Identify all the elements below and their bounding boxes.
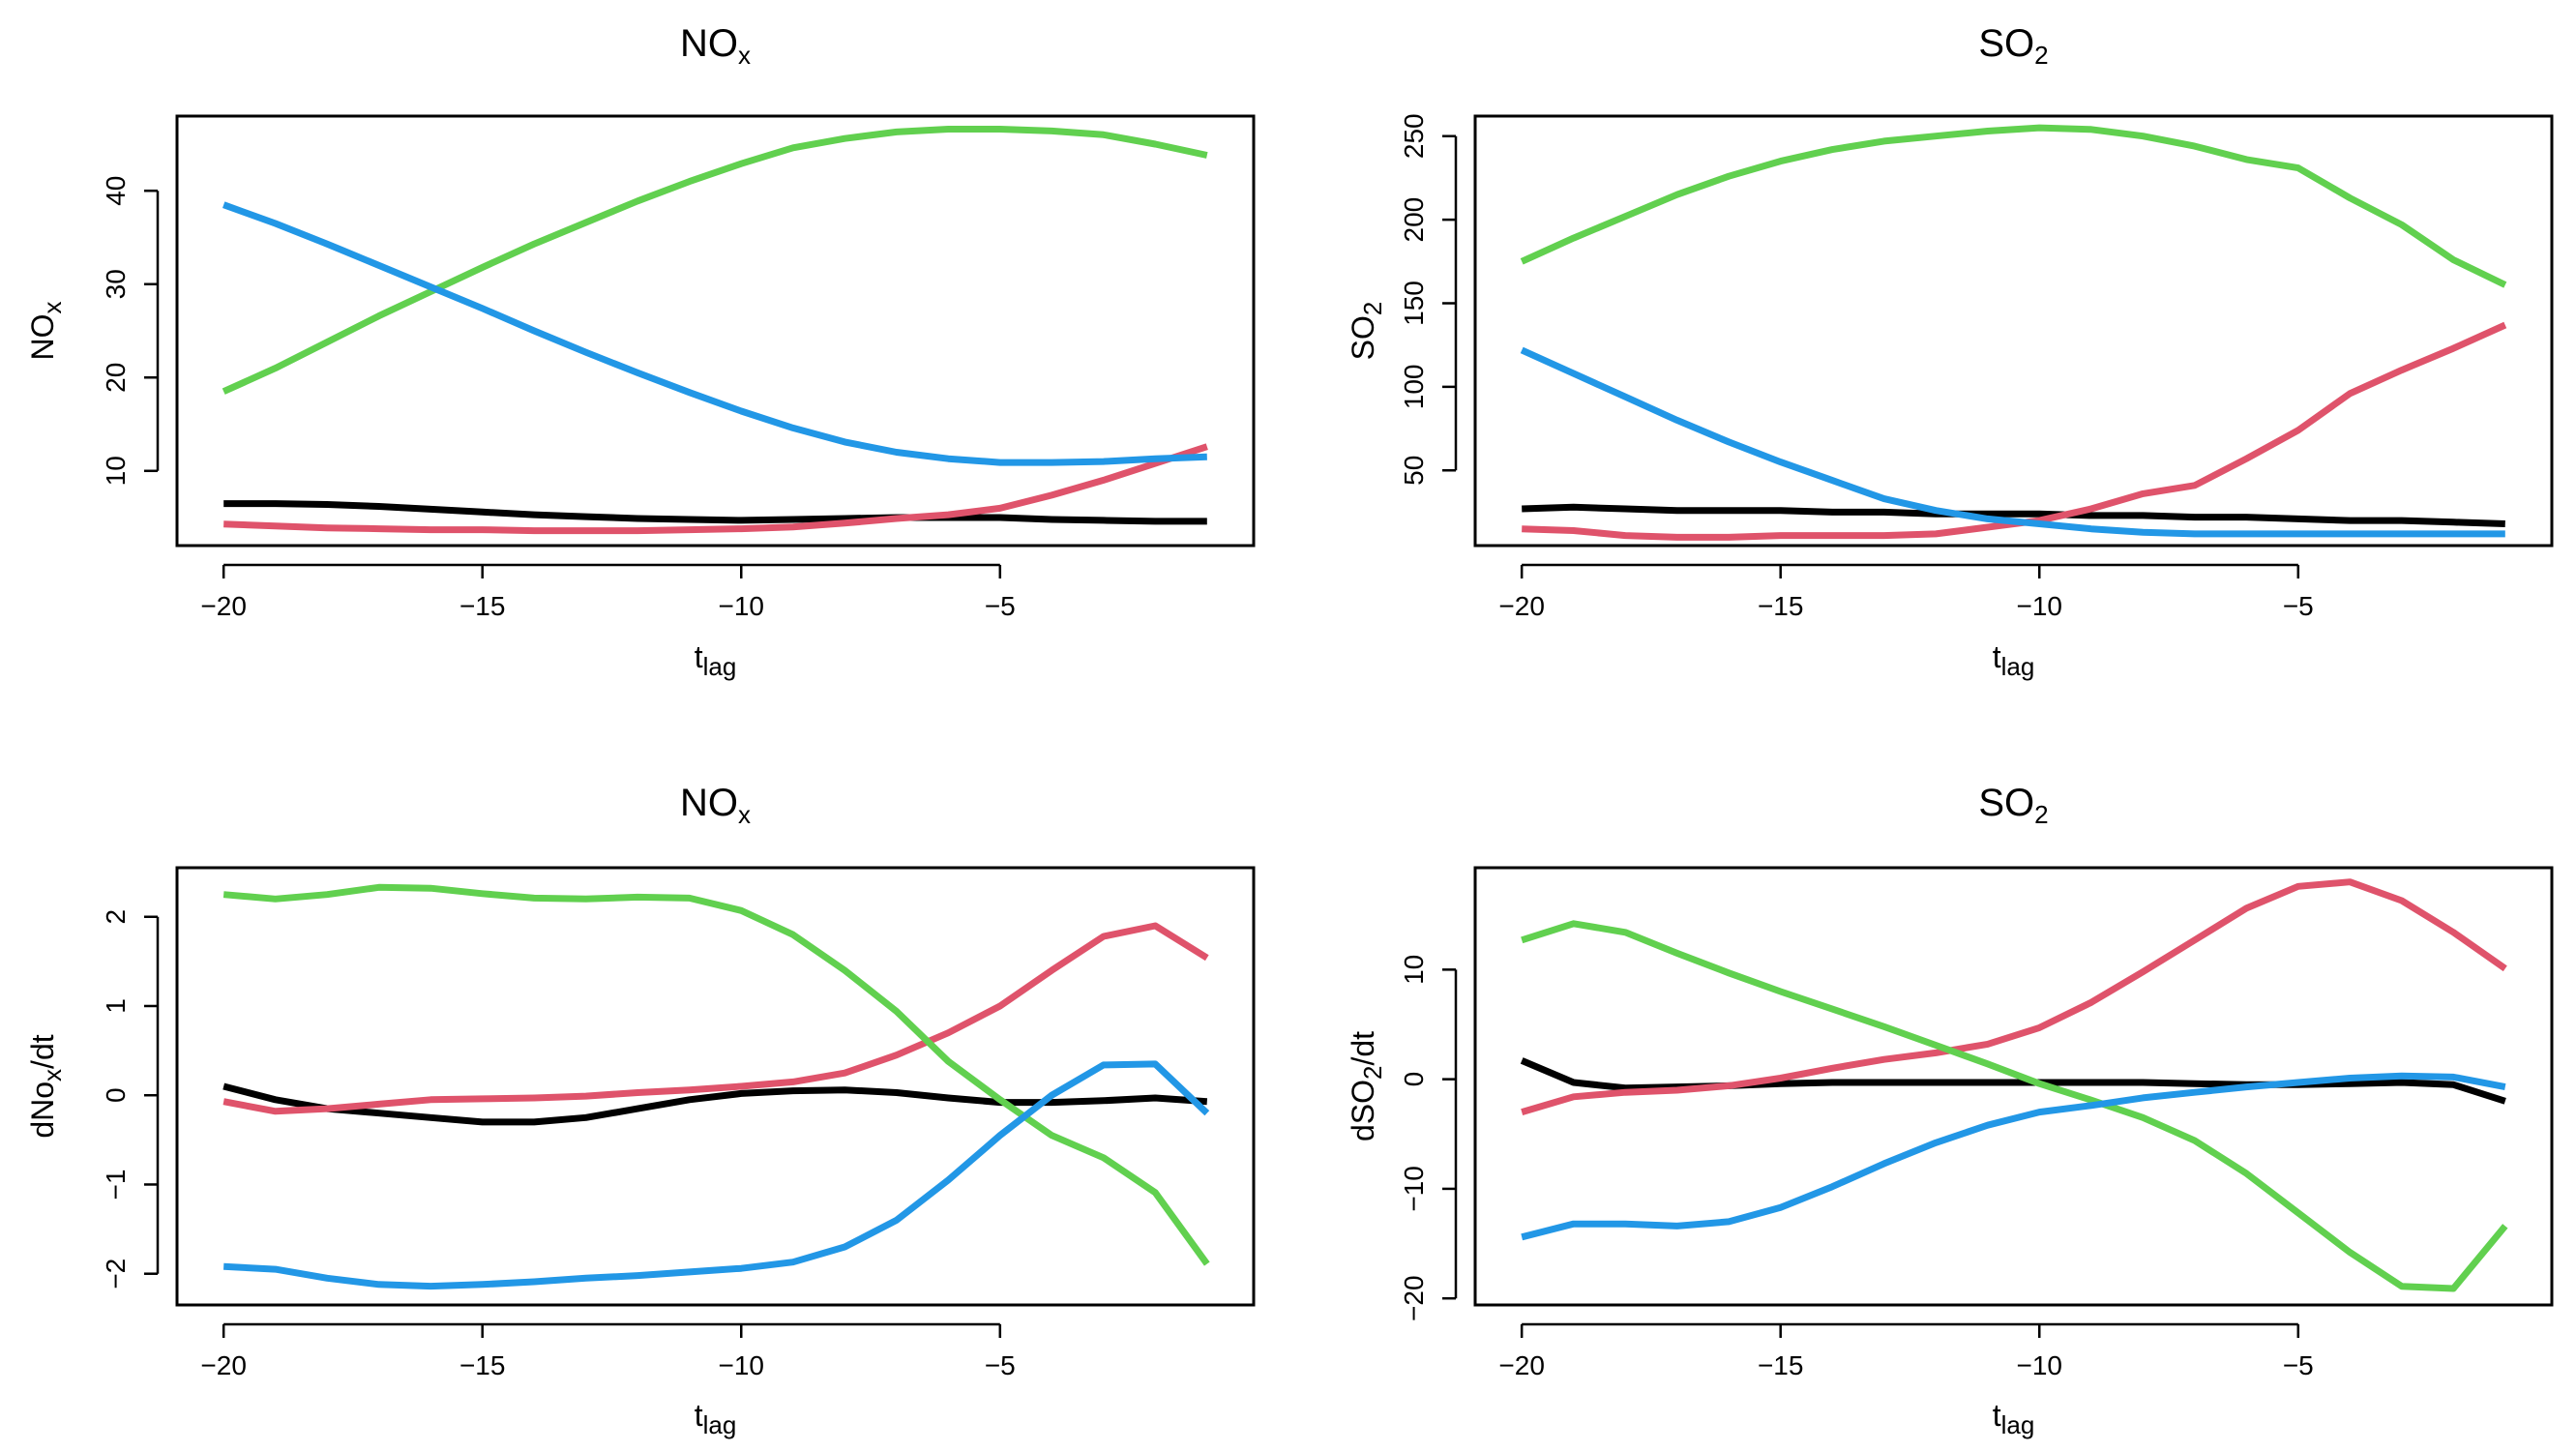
series-line-green xyxy=(222,883,1210,1266)
y-tick-label: 250 xyxy=(1399,113,1429,159)
x-axis-label: tlag xyxy=(1993,1398,2035,1439)
x-tick-label: −20 xyxy=(1498,1350,1545,1380)
y-tick-label: 0 xyxy=(1399,1072,1429,1087)
x-tick-label: −15 xyxy=(1758,1350,1804,1380)
chart-panel-1: NOx −20 −15 −10 −5 10 20 30 40 tlag NOx xyxy=(25,22,1256,681)
x-tick-label: −10 xyxy=(2017,1350,2063,1380)
y-tick-label: 2 xyxy=(101,909,131,925)
series-line-green xyxy=(222,126,1208,395)
y-tick-label: 50 xyxy=(1399,456,1429,486)
x-tick-label: −20 xyxy=(200,1350,247,1380)
series-line-red xyxy=(1521,878,2507,1115)
plot-frame xyxy=(1473,114,2554,548)
y-tick-label: 20 xyxy=(101,363,131,393)
y-tick-label: −10 xyxy=(1399,1166,1429,1212)
y-tick-label: 200 xyxy=(1399,197,1429,243)
y-tick-label: 1 xyxy=(101,998,131,1014)
chart-title: NOx xyxy=(680,782,751,829)
y-axis-label: SO2 xyxy=(1346,302,1387,361)
chart-panel-4: SO2 −20 −15 −10 −5 −20 −10 0 10 tlag dSO2/dt xyxy=(1346,782,2554,1439)
series-line-blue xyxy=(1520,346,2505,538)
x-tick-label: −5 xyxy=(2283,1350,2314,1380)
plot-frame xyxy=(175,114,1256,548)
y-tick-label: −20 xyxy=(1399,1275,1429,1321)
series-line-blue xyxy=(223,1060,1210,1290)
chart-title: NOx xyxy=(680,22,751,70)
chart-title: SO2 xyxy=(1978,782,2048,829)
y-tick-label: 100 xyxy=(1399,365,1429,410)
series-line-green xyxy=(1521,920,2508,1292)
x-tick-label: −10 xyxy=(2017,591,2063,621)
x-axis-label: tlag xyxy=(1993,639,2035,681)
series-line-black xyxy=(1522,503,2505,527)
y-axis-label: dSO2/dt xyxy=(1346,1031,1387,1141)
x-tick-label: −15 xyxy=(459,591,506,621)
series-line-red xyxy=(222,922,1209,1115)
series-line-black xyxy=(223,500,1207,525)
series-line-red xyxy=(1522,321,2507,541)
x-tick-label: −10 xyxy=(719,591,765,621)
y-tick-label: 30 xyxy=(101,269,131,299)
x-tick-label: −5 xyxy=(2283,591,2314,621)
chart-panel-2: SO2 −20 −15 −10 −5 50 100 150 200 250 tlag SO2 xyxy=(1346,22,2554,681)
series-line-blue xyxy=(1521,1072,2506,1241)
y-tick-label: 10 xyxy=(101,456,131,486)
y-tick-label: 150 xyxy=(1399,281,1429,326)
y-axis-label: NOx xyxy=(25,302,67,361)
x-tick-label: −15 xyxy=(459,1350,506,1380)
plot-frame xyxy=(175,866,1256,1307)
x-tick-label: −15 xyxy=(1758,591,1804,621)
x-tick-label: −20 xyxy=(200,591,247,621)
x-tick-label: −5 xyxy=(985,591,1016,621)
y-tick-label: 0 xyxy=(101,1087,131,1103)
series-line-red xyxy=(223,443,1208,535)
x-tick-label: −10 xyxy=(719,1350,765,1380)
series-line-green xyxy=(1520,124,2507,288)
plot-frame xyxy=(1473,866,2554,1307)
x-tick-label: −20 xyxy=(1498,591,1545,621)
x-axis-label: tlag xyxy=(695,639,737,681)
x-tick-label: −5 xyxy=(985,1350,1016,1380)
y-axis-label: dNox/dt xyxy=(25,1034,67,1138)
y-tick-label: −2 xyxy=(101,1259,131,1289)
x-axis-label: tlag xyxy=(695,1398,737,1439)
y-tick-label: 10 xyxy=(1399,955,1429,985)
y-tick-label: 40 xyxy=(101,176,131,206)
series-line-blue xyxy=(222,201,1207,466)
chart-title: SO2 xyxy=(1978,22,2048,70)
y-tick-label: −1 xyxy=(101,1170,131,1200)
